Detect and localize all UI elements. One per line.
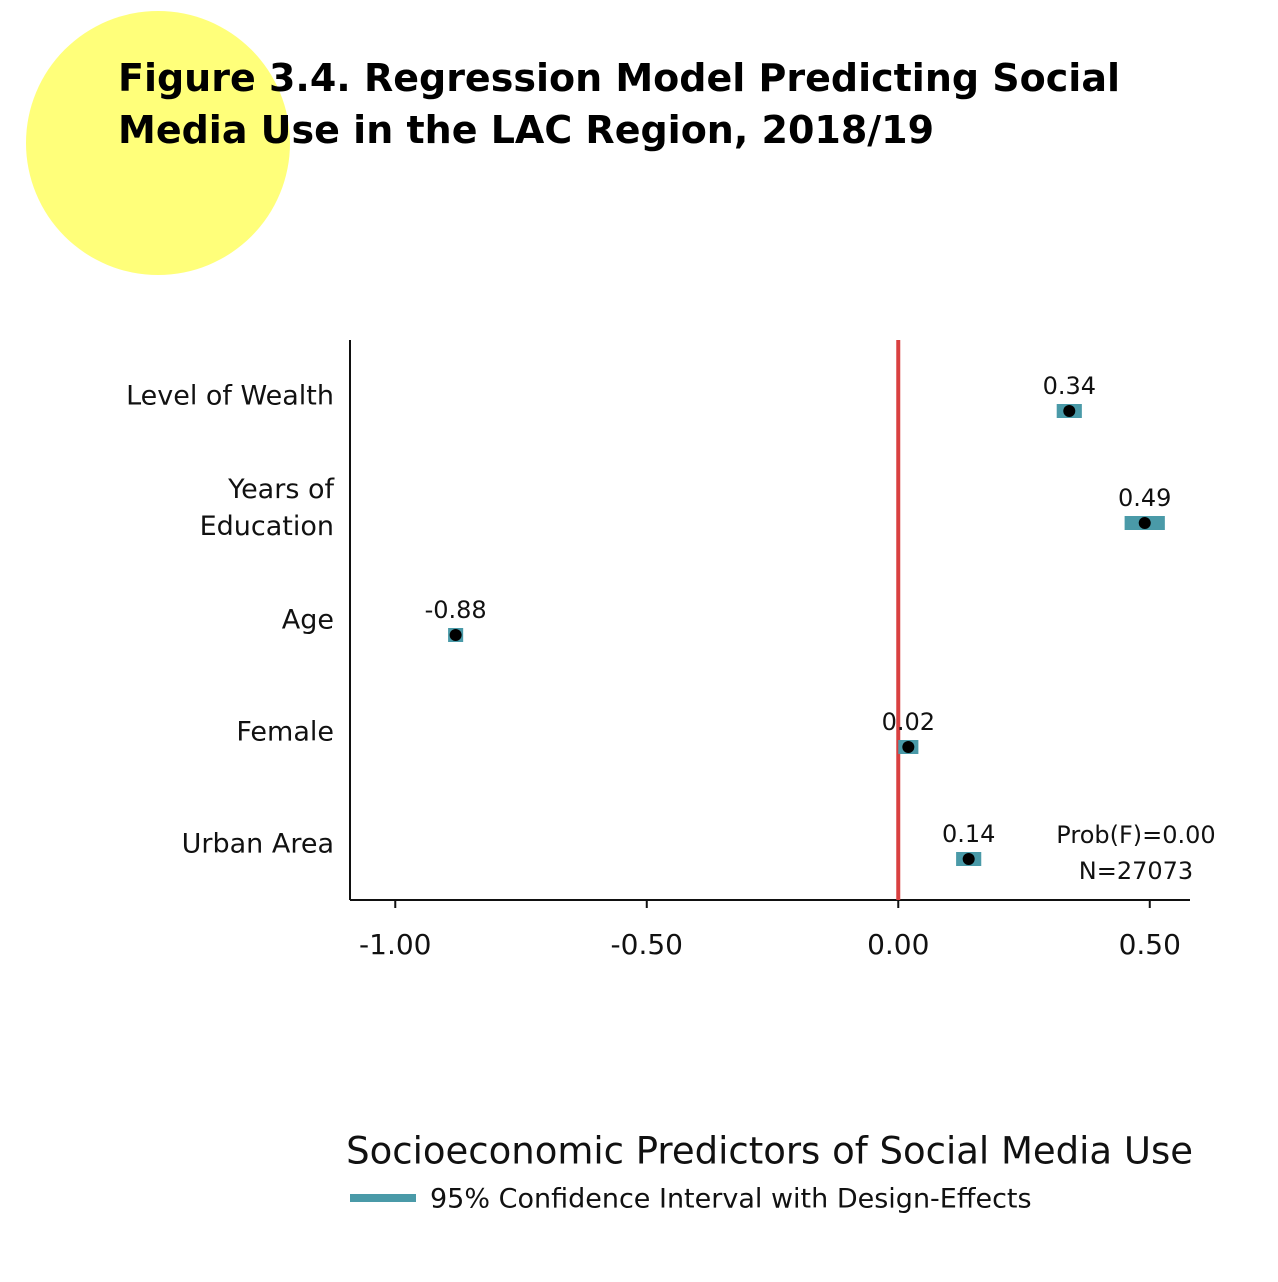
point-estimate xyxy=(449,629,462,641)
chart-title: Figure 3.4. Regression Model Predicting … xyxy=(118,56,1120,152)
y-tick-label: Years of Education xyxy=(199,474,334,542)
y-tick-label: Female xyxy=(236,716,334,748)
point-estimate xyxy=(1063,405,1076,417)
point-estimate xyxy=(902,741,915,753)
value-label: 0.02 xyxy=(882,708,935,736)
x-tick-label: -1.00 xyxy=(359,928,431,961)
value-label: 0.34 xyxy=(1043,372,1096,400)
value-label: 0.14 xyxy=(942,820,995,848)
annotation: Prob(F)=0.00 xyxy=(1056,821,1215,849)
annotation: N=27073 xyxy=(1079,857,1193,885)
x-tick-label: 0.00 xyxy=(867,928,929,961)
decor-circle xyxy=(26,11,290,275)
y-tick-label: Age xyxy=(281,604,334,636)
y-tick-label: Level of Wealth xyxy=(126,380,334,412)
x-axis-title: Socioeconomic Predictors of Social Media… xyxy=(346,1130,1193,1173)
value-label: -0.88 xyxy=(425,596,487,624)
x-tick-label: 0.50 xyxy=(1119,928,1181,961)
point-estimate xyxy=(1138,517,1151,529)
y-tick-label: Urban Area xyxy=(181,828,334,860)
legend-label: 95% Confidence Interval with Design-Effe… xyxy=(430,1184,1032,1215)
x-tick-label: -0.50 xyxy=(611,928,683,961)
value-label: 0.49 xyxy=(1118,484,1171,512)
point-estimate xyxy=(962,853,975,865)
